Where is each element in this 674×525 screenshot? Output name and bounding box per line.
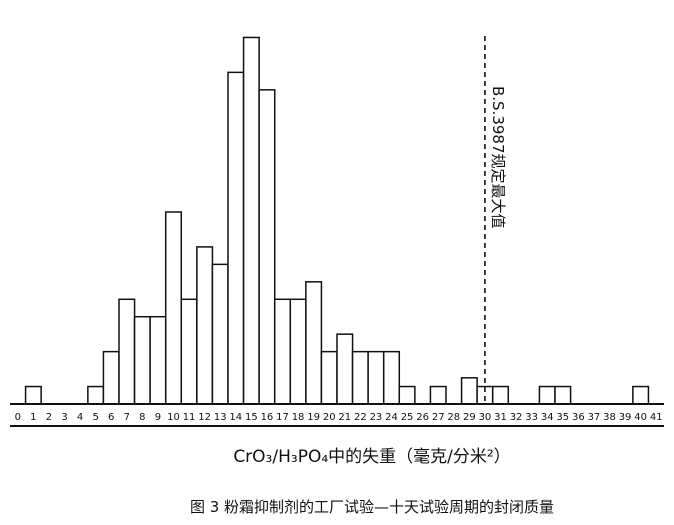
bar-23 bbox=[367, 350, 385, 405]
x-tick-label-16: 16 bbox=[261, 412, 274, 423]
x-tick-label-39: 39 bbox=[619, 412, 632, 423]
x-tick-label-14: 14 bbox=[229, 412, 242, 423]
bar-12 bbox=[196, 246, 214, 405]
bar-31 bbox=[491, 385, 510, 405]
bars-group bbox=[24, 36, 650, 405]
x-tick-label-18: 18 bbox=[292, 412, 305, 423]
x-tick-label-27: 27 bbox=[432, 412, 445, 423]
x-tick-label-25: 25 bbox=[401, 412, 414, 423]
x-tick-label-6: 6 bbox=[108, 412, 114, 423]
x-tick-label-37: 37 bbox=[588, 412, 601, 423]
x-tick-label-26: 26 bbox=[416, 412, 429, 423]
x-tick-label-28: 28 bbox=[447, 412, 460, 423]
bar-16 bbox=[258, 89, 276, 405]
bar-11 bbox=[180, 298, 198, 405]
x-tick-label-7: 7 bbox=[124, 412, 130, 423]
x-tick-label-24: 24 bbox=[385, 412, 398, 423]
bar-9 bbox=[149, 315, 167, 405]
x-tick-label-20: 20 bbox=[323, 412, 336, 423]
bar-40 bbox=[632, 385, 650, 405]
x-tick-label-22: 22 bbox=[354, 412, 367, 423]
bar-34 bbox=[538, 385, 556, 405]
bar-25 bbox=[398, 385, 416, 405]
x-tick-label-5: 5 bbox=[92, 412, 98, 423]
bar-15 bbox=[242, 36, 260, 405]
x-tick-label-19: 19 bbox=[307, 412, 320, 423]
bar-18 bbox=[289, 298, 307, 405]
x-tick-label-15: 15 bbox=[245, 412, 258, 423]
bar-20 bbox=[320, 350, 338, 405]
x-tick-label-10: 10 bbox=[167, 412, 180, 423]
bar-14 bbox=[227, 71, 245, 405]
bar-7 bbox=[118, 298, 136, 405]
x-tick-label-11: 11 bbox=[183, 412, 196, 423]
x-tick-label-40: 40 bbox=[634, 412, 647, 423]
bar-10 bbox=[164, 211, 183, 405]
x-tick-label-9: 9 bbox=[155, 412, 161, 423]
x-tick-label-4: 4 bbox=[77, 412, 83, 423]
x-tick-label-0: 0 bbox=[15, 412, 21, 423]
bar-29 bbox=[460, 377, 478, 405]
bar-24 bbox=[382, 350, 401, 405]
bar-8 bbox=[133, 315, 151, 405]
x-tick-label-38: 38 bbox=[603, 412, 616, 423]
max-value-annotation: B.S.3987规定最大值 bbox=[489, 86, 507, 229]
bar-6 bbox=[102, 350, 120, 405]
x-tick-label-34: 34 bbox=[541, 412, 554, 423]
bar-19 bbox=[305, 281, 323, 405]
x-tick-label-23: 23 bbox=[370, 412, 383, 423]
bar-17 bbox=[273, 298, 292, 405]
bar-1 bbox=[24, 385, 42, 405]
x-axis-label: CrO₃/H₃PO₄中的失重（毫克/分米²） bbox=[233, 447, 510, 467]
x-tick-label-36: 36 bbox=[572, 412, 585, 423]
x-tick-label-29: 29 bbox=[463, 412, 476, 423]
x-tick-label-3: 3 bbox=[61, 412, 67, 423]
x-tick-label-32: 32 bbox=[510, 412, 523, 423]
bar-13 bbox=[211, 263, 229, 405]
bar-5 bbox=[87, 385, 105, 405]
figure-caption: 图 3 粉霜抑制剂的工厂试验—十天试验周期的封闭质量 bbox=[190, 498, 554, 516]
bar-27 bbox=[429, 385, 447, 405]
x-tick-label-12: 12 bbox=[198, 412, 211, 423]
x-tick-label-1: 1 bbox=[30, 412, 36, 423]
bar-35 bbox=[554, 385, 572, 405]
x-tick-label-13: 13 bbox=[214, 412, 227, 423]
x-tick-label-41: 41 bbox=[650, 412, 663, 423]
x-tick-label-21: 21 bbox=[338, 412, 351, 423]
bar-21 bbox=[336, 333, 354, 405]
x-tick-label-35: 35 bbox=[556, 412, 569, 423]
x-tick-label-31: 31 bbox=[494, 412, 507, 423]
x-tick-label-8: 8 bbox=[139, 412, 145, 423]
x-tick-label-2: 2 bbox=[46, 412, 52, 423]
x-tick-label-17: 17 bbox=[276, 412, 289, 423]
x-tick-label-33: 33 bbox=[525, 412, 538, 423]
x-tick-label-30: 30 bbox=[479, 412, 492, 423]
bar-22 bbox=[351, 350, 369, 405]
x-tick-labels: 0 1 2 3 4 5 6 7 8 9 10 11 12 13 14 15 16 17 18 19 20 21 22 23 24… bbox=[15, 412, 663, 423]
